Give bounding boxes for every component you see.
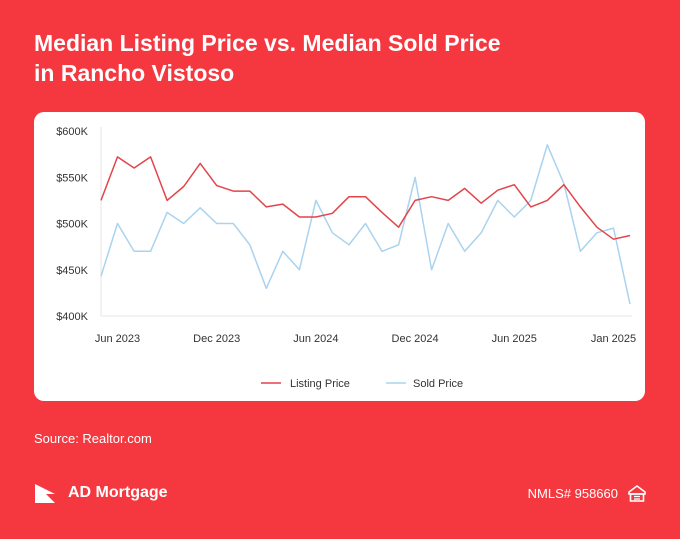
source-note: Source: Realtor.com	[34, 431, 152, 446]
y-tick-label: $500K	[56, 219, 88, 231]
data-point-listing-price	[563, 183, 565, 185]
y-tick-label: $400K	[56, 311, 88, 323]
ad-mortgage-logo-icon	[35, 484, 55, 503]
data-point-sold-price	[364, 222, 366, 224]
data-point-listing-price	[282, 203, 284, 205]
series-line-listing-price	[100, 156, 631, 240]
data-point-sold-price	[447, 222, 449, 224]
data-point-sold-price	[596, 232, 598, 234]
data-point-listing-price	[100, 199, 102, 201]
data-point-listing-price	[149, 156, 151, 158]
data-point-listing-price	[265, 206, 267, 208]
data-point-sold-price	[216, 222, 218, 224]
data-point-listing-price	[430, 195, 432, 197]
data-point-listing-price	[513, 183, 515, 185]
data-point-listing-price	[447, 199, 449, 201]
data-point-listing-price	[596, 226, 598, 228]
data-point-sold-price	[182, 222, 184, 224]
data-point-sold-price	[497, 199, 499, 201]
data-point-listing-price	[480, 202, 482, 204]
data-point-sold-price	[100, 275, 102, 277]
line-chart: $400K $450K $500K $550K $600K Jun 2023 Dec 202…	[56, 126, 636, 390]
data-point-listing-price	[166, 199, 168, 201]
legend-label-listing-price: Listing Price	[290, 378, 350, 390]
data-point-listing-price	[182, 185, 184, 187]
data-point-sold-price	[579, 250, 581, 252]
x-tick-label: Jun 2023	[95, 333, 140, 345]
data-point-listing-price	[133, 167, 135, 169]
data-point-listing-price	[199, 162, 201, 164]
data-point-sold-price	[530, 199, 532, 201]
data-point-sold-price	[397, 244, 399, 246]
title-line-2: in Rancho Vistoso	[34, 60, 235, 86]
data-point-sold-price	[430, 269, 432, 271]
x-tick-label: Jun 2025	[492, 333, 537, 345]
brand-name: AD Mortgage	[68, 484, 168, 501]
x-tick-label: Jun 2024	[293, 333, 338, 345]
x-tick-label: Dec 2024	[392, 333, 439, 345]
data-point-sold-price	[315, 199, 317, 201]
data-point-sold-price	[282, 250, 284, 252]
equal-housing-icon	[628, 485, 646, 502]
data-point-sold-price	[348, 244, 350, 246]
data-point-listing-price	[331, 212, 333, 214]
x-tick-label: Jan 2025	[591, 333, 636, 345]
brand-logo: AD Mortgage	[34, 478, 168, 508]
data-point-sold-price	[513, 216, 515, 218]
data-point-listing-price	[612, 238, 614, 240]
data-point-sold-price	[199, 207, 201, 209]
data-point-listing-price	[216, 184, 218, 186]
data-point-sold-price	[414, 176, 416, 178]
series-line-sold-price	[100, 144, 631, 305]
data-point-sold-price	[463, 250, 465, 252]
data-point-listing-price	[497, 189, 499, 191]
y-tick-label: $550K	[56, 172, 88, 184]
data-point-sold-price	[265, 287, 267, 289]
data-point-listing-price	[381, 211, 383, 213]
data-point-listing-price	[546, 199, 548, 201]
data-point-listing-price	[629, 234, 631, 236]
data-point-listing-price	[116, 156, 118, 158]
data-point-sold-price	[232, 222, 234, 224]
data-point-listing-price	[315, 216, 317, 218]
data-point-listing-price	[414, 199, 416, 201]
data-point-sold-price	[116, 222, 118, 224]
data-point-sold-price	[166, 211, 168, 213]
data-point-listing-price	[579, 206, 581, 208]
data-point-sold-price	[149, 250, 151, 252]
data-point-sold-price	[480, 232, 482, 234]
x-tick-label: Dec 2023	[193, 333, 240, 345]
data-point-sold-price	[133, 250, 135, 252]
y-tick-label: $600K	[56, 126, 88, 138]
data-point-listing-price	[348, 195, 350, 197]
data-point-sold-price	[612, 227, 614, 229]
data-point-listing-price	[364, 195, 366, 197]
nmls-number: NMLS# 958660	[527, 486, 618, 501]
data-point-sold-price	[298, 269, 300, 271]
data-point-sold-price	[249, 244, 251, 246]
data-point-sold-price	[629, 303, 631, 305]
data-point-listing-price	[397, 226, 399, 228]
data-point-sold-price	[381, 250, 383, 252]
title-line-1: Median Listing Price vs. Median Sold Pri…	[34, 30, 501, 56]
chart-card: $400K $450K $500K $550K $600K Jun 2023 Dec 202…	[34, 112, 645, 401]
data-point-listing-price	[249, 190, 251, 192]
data-point-sold-price	[546, 144, 548, 146]
legend-label-sold-price: Sold Price	[413, 378, 463, 390]
y-tick-label: $450K	[56, 265, 88, 277]
chart-title: Median Listing Price vs. Median Sold Pri…	[34, 28, 634, 88]
data-point-sold-price	[331, 232, 333, 234]
data-point-listing-price	[463, 187, 465, 189]
data-point-listing-price	[530, 206, 532, 208]
data-point-listing-price	[232, 190, 234, 192]
data-point-listing-price	[298, 216, 300, 218]
